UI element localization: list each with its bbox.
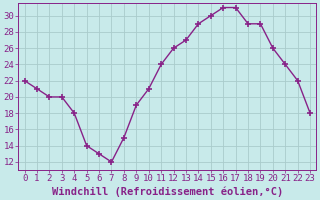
X-axis label: Windchill (Refroidissement éolien,°C): Windchill (Refroidissement éolien,°C) (52, 186, 283, 197)
